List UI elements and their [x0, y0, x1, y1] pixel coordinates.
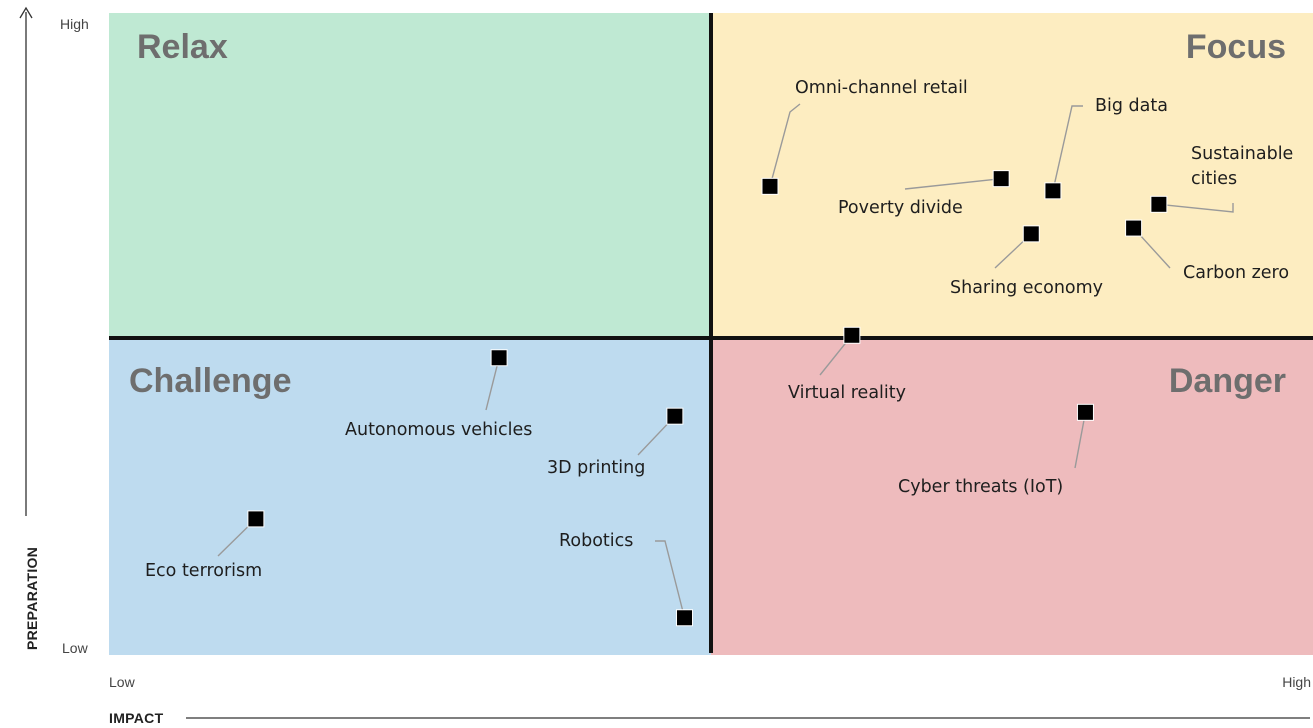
leader-line-poverty-divide [904, 177, 1002, 190]
point-marker-virtual-reality [843, 326, 861, 344]
point-label-3d-printing: 3D printing [547, 458, 645, 478]
point-marker-sustainable-cities [1150, 195, 1168, 213]
point-label-sharing-economy: Sharing economy [950, 278, 1103, 298]
point-marker-robotics [676, 609, 694, 627]
x-tick-high: High [1282, 674, 1311, 690]
point-label-autonomous-vehicles: Autonomous vehicles [345, 420, 532, 440]
y-axis-arrow-icon [19, 6, 33, 19]
leader-line-sustainable-cities [1158, 203, 1234, 213]
quadrant-focus [711, 13, 1313, 338]
point-label-robotics: Robotics [559, 531, 633, 551]
x-axis-title: IMPACT [109, 710, 164, 726]
point-marker-eco-terrorism [247, 510, 265, 528]
y-tick-high: High [60, 16, 89, 32]
quadrant-title-relax: Relax [137, 28, 228, 66]
leader-line-autonomous-vehicles [485, 357, 500, 411]
point-label-poverty-divide: Poverty divide [838, 198, 963, 218]
quadrant-title-danger: Danger [1168, 362, 1286, 400]
leader-line-big-data [1052, 105, 1083, 191]
leader-line-omni-channel-retail [769, 103, 801, 187]
point-marker-carbon-zero [1125, 219, 1143, 237]
point-marker-big-data [1044, 182, 1062, 200]
x-tick-low: Low [109, 674, 135, 690]
point-label-virtual-reality: Virtual reality [788, 383, 906, 403]
point-marker-cyber-threats-iot [1076, 403, 1094, 421]
point-marker-3d-printing [666, 407, 684, 425]
quadrant-title-focus: Focus [1185, 28, 1286, 66]
point-label-omni-channel-retail: Omni-channel retail [795, 78, 968, 98]
quadrant-relax [109, 13, 711, 338]
point-marker-poverty-divide [992, 170, 1010, 188]
point-label-sustainable-cities: Sustainable cities [1191, 144, 1293, 189]
point-marker-autonomous-vehicles [490, 349, 508, 367]
point-label-cyber-threats-iot: Cyber threats (IoT) [898, 477, 1063, 497]
quadrant-title-challenge: Challenge [129, 362, 292, 400]
y-tick-low: Low [62, 640, 88, 656]
point-label-eco-terrorism: Eco terrorism [145, 561, 262, 581]
point-marker-sharing-economy [1022, 225, 1040, 243]
leader-line-robotics [655, 540, 686, 618]
point-label-carbon-zero: Carbon zero [1183, 263, 1289, 283]
point-marker-omni-channel-retail [761, 177, 779, 195]
point-label-big-data: Big data [1095, 96, 1168, 116]
leader-line-cyber-threats-iot [1074, 412, 1087, 469]
quadrant-danger [711, 338, 1313, 655]
quadrant-challenge [109, 338, 711, 655]
